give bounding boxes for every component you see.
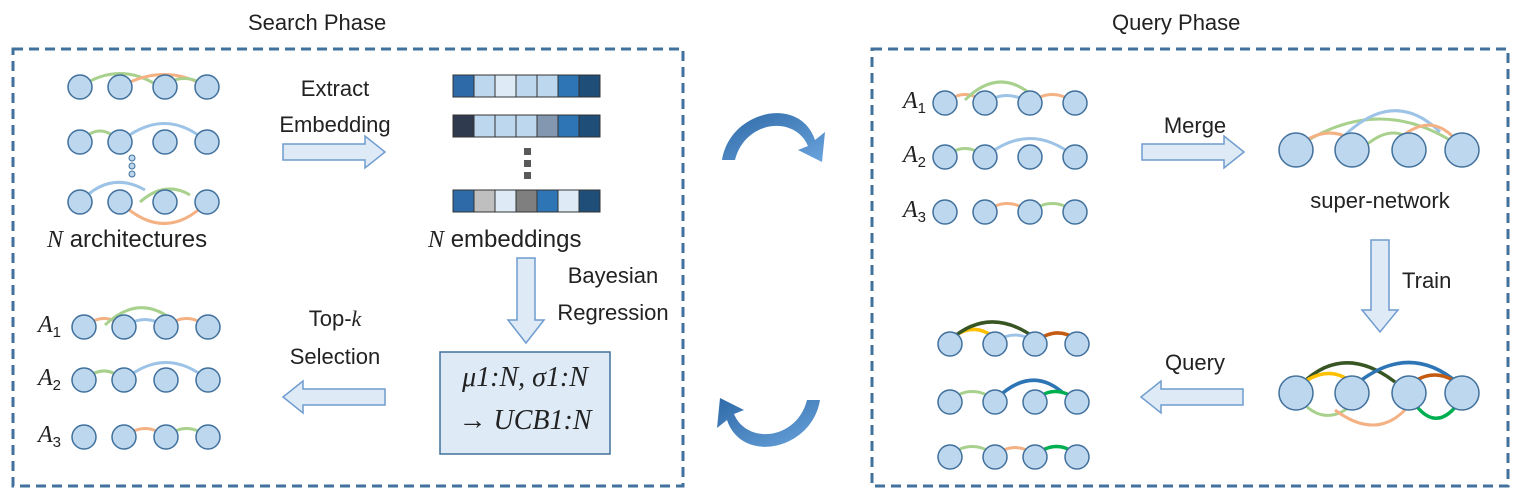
selected-architecture-1 [71, 306, 221, 340]
topk-label-line1: Top-k [270, 306, 400, 332]
train-arrow [1360, 239, 1400, 334]
search-a3-label: A3 [38, 422, 62, 451]
topk-prefix: Top- [308, 306, 352, 331]
n-symbol: N [47, 227, 64, 253]
bayesian-label-line1: Bayesian [567, 263, 659, 288]
selected-architecture-3 [71, 424, 221, 450]
query-architecture-3 [932, 199, 1088, 225]
query-architecture-1 [932, 80, 1088, 116]
topk-arrow [281, 379, 386, 415]
topk-k: k [351, 306, 362, 331]
query-arrow [1139, 379, 1244, 415]
query-phase-title: Query Phase [1112, 10, 1241, 35]
query-architecture-2 [932, 137, 1088, 170]
extract-label-line1: Extract [300, 76, 370, 101]
search-phase-frame [11, 47, 685, 488]
bayesian-label-line2: Regression [557, 300, 669, 325]
super-network-label: super-network [1310, 188, 1450, 213]
query-a1-label: A1 [903, 88, 927, 117]
embedding-vector-2 [452, 114, 601, 138]
cycle-arrow-bottom [717, 398, 820, 447]
queried-architecture-1 [937, 320, 1090, 357]
architectures-text: architectures [69, 226, 208, 253]
query-a3-label: A3 [903, 197, 927, 226]
ucb-line1: μ1:N, σ1:N [462, 362, 588, 393]
extract-label-line2: Embedding [279, 112, 391, 137]
vertical-ellipsis-squares [524, 148, 531, 179]
merge-arrow [1141, 134, 1246, 170]
queried-architecture-2 [937, 378, 1090, 415]
query-label: Query [1165, 350, 1225, 375]
ucb-line2: → UCB1:N [458, 405, 592, 436]
super-network-graph [1278, 109, 1480, 168]
architecture-graph-2 [67, 122, 220, 155]
query-phase-frame [870, 47, 1510, 488]
embeddings-text: embeddings [450, 226, 582, 253]
extract-arrow [282, 134, 387, 170]
embedding-vector-n [452, 189, 601, 213]
queried-architecture-3 [937, 444, 1090, 470]
cycle-arrow-top [722, 113, 825, 162]
search-phase-title: Search Phase [248, 10, 387, 35]
bayesian-arrow [506, 257, 546, 345]
topk-label-line2: Selection [289, 344, 381, 369]
train-label: Train [1402, 268, 1452, 293]
ucb-box [439, 351, 611, 455]
search-a1-label: A1 [38, 312, 62, 341]
n-architectures-label: N architectures [47, 226, 207, 254]
architecture-graph-n [67, 180, 220, 225]
merge-label: Merge [1163, 113, 1227, 138]
trained-super-network-graph [1278, 360, 1480, 427]
architecture-graph-1 [67, 72, 220, 100]
search-a2-label: A2 [38, 365, 62, 394]
selected-architecture-2 [71, 361, 221, 393]
embedding-vector-1 [452, 74, 601, 98]
vertical-ellipsis-small [128, 154, 136, 178]
n-symbol-2: N [428, 227, 445, 253]
n-embeddings-label: N embeddings [428, 226, 581, 254]
query-a2-label: A2 [903, 142, 927, 171]
